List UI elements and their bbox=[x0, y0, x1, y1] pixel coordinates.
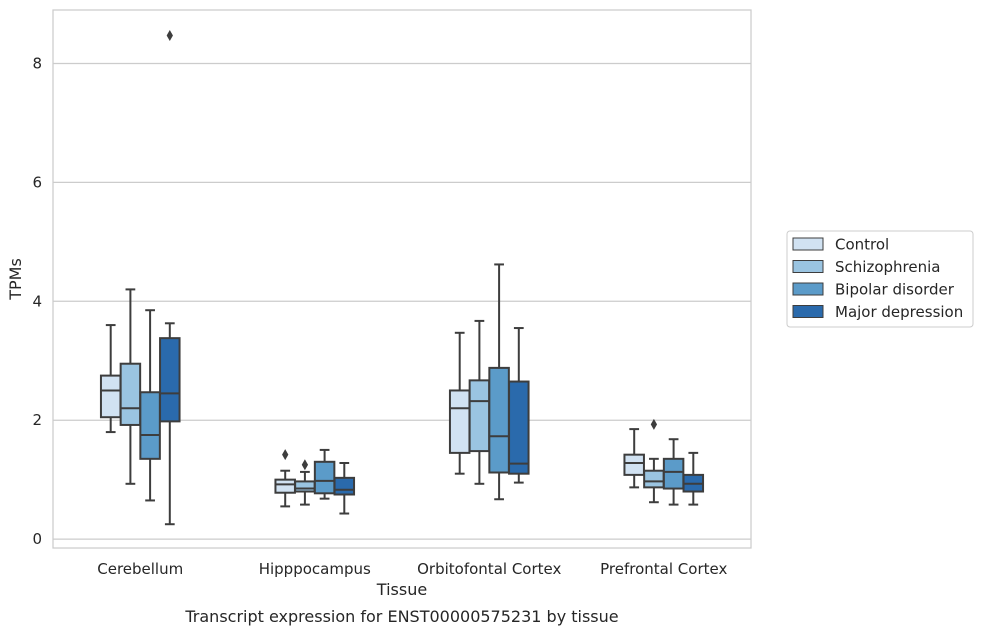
legend-label: Control bbox=[835, 236, 889, 254]
box-body bbox=[448, 389, 471, 454]
box-body bbox=[119, 362, 142, 426]
outlier-point bbox=[282, 449, 289, 461]
box-groups bbox=[99, 30, 705, 526]
x-axis-ticks: Cerebellum Hipppocampus Orbitofontal Corte… bbox=[97, 560, 727, 578]
box-body bbox=[488, 366, 510, 474]
legend-label: Schizophrenia bbox=[835, 258, 940, 276]
legend-frame bbox=[786, 230, 974, 328]
y-tick-label: 4 bbox=[32, 292, 42, 310]
box-body bbox=[159, 337, 181, 423]
y-tick-label: 2 bbox=[32, 411, 42, 429]
box-control-3 bbox=[623, 428, 645, 489]
box-major-depression-0 bbox=[159, 30, 181, 526]
box-schizophrenia-1 bbox=[294, 459, 316, 506]
outlier-point bbox=[166, 30, 173, 42]
legend-swatch bbox=[792, 237, 824, 251]
plot-background bbox=[53, 10, 751, 548]
legend-swatch bbox=[792, 282, 824, 296]
box-body bbox=[643, 469, 665, 489]
legend-label: Bipolar disorder bbox=[835, 281, 955, 299]
box-body bbox=[139, 391, 161, 460]
outlier-point bbox=[650, 418, 658, 430]
y-axis-ticks: 0 2 4 6 8 bbox=[32, 55, 42, 549]
legend-swatch bbox=[792, 260, 824, 273]
y-tick-label: 8 bbox=[32, 55, 42, 73]
legend-label: Major depression bbox=[835, 303, 963, 321]
chart-caption: Transcript expression for ENST0000057523… bbox=[184, 607, 618, 626]
x-tick-label: Cerebellum bbox=[97, 560, 183, 578]
y-tick-label: 6 bbox=[32, 173, 42, 191]
legend-swatch bbox=[792, 305, 824, 318]
box-body bbox=[274, 478, 296, 494]
box-control-1 bbox=[274, 449, 296, 508]
x-tick-label: Hipppocampus bbox=[259, 560, 371, 578]
box-body bbox=[313, 460, 336, 495]
box-major-depression-1 bbox=[333, 461, 356, 515]
box-body bbox=[468, 379, 491, 453]
box-body bbox=[662, 457, 685, 490]
box-bipolar-disorder-1 bbox=[313, 448, 336, 500]
box-schizophrenia-3 bbox=[643, 418, 665, 504]
x-tick-label: Orbitofontal Cortex bbox=[417, 560, 561, 578]
plot-frame bbox=[52, 9, 752, 549]
y-axis-label: TPMs bbox=[6, 258, 25, 301]
box-body bbox=[99, 374, 122, 419]
box-bipolar-disorder-3 bbox=[662, 438, 685, 506]
legend: Control Schizophrenia Bipolar disorder Majo… bbox=[786, 230, 974, 328]
box-body bbox=[294, 480, 316, 493]
box-body bbox=[333, 476, 356, 496]
box-body bbox=[508, 380, 530, 475]
box-major-depression-2 bbox=[508, 327, 530, 484]
x-axis-label: Tissue bbox=[376, 580, 427, 599]
box-major-depression-3 bbox=[682, 451, 705, 506]
y-tick-label: 0 bbox=[32, 530, 42, 548]
outlier-point bbox=[301, 459, 309, 471]
box-bipolar-disorder-0 bbox=[139, 309, 161, 502]
x-tick-label: Prefrontal Cortex bbox=[600, 560, 727, 578]
box-body bbox=[623, 453, 645, 476]
